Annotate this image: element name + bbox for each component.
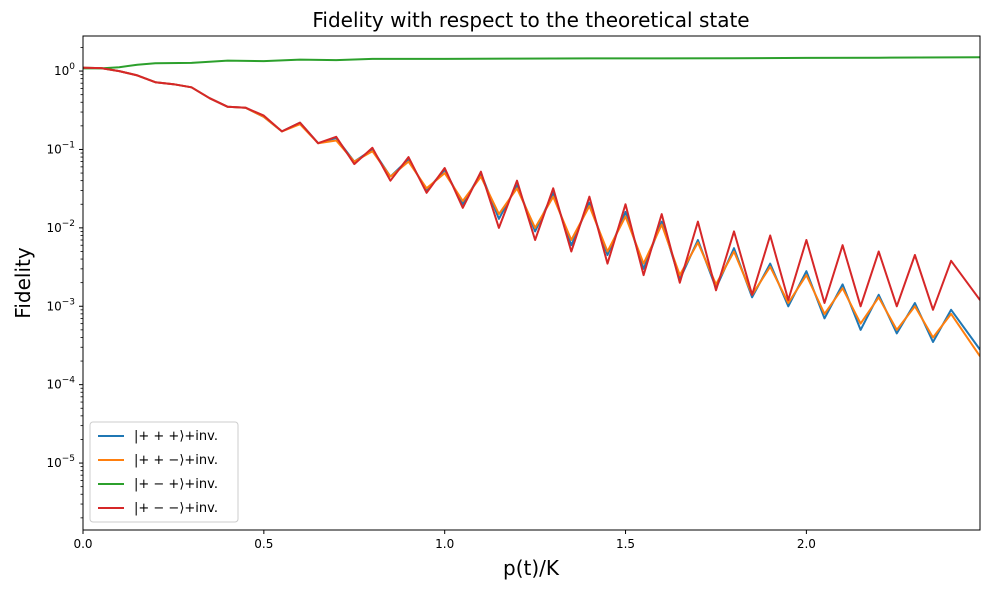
y-tick-label-1: 10−1 (46, 140, 75, 156)
series-line-4 (83, 66, 980, 311)
series-line-2 (83, 66, 980, 357)
legend: |+ + +⟩+inv. |+ + −⟩+inv. |+ − +⟩+inv. |+ −… (89, 421, 239, 523)
chart-title: Fidelity with respect to the theoretical… (312, 8, 749, 32)
y-axis-label: Fidelity (11, 247, 35, 319)
series-line-1 (83, 66, 980, 351)
x-tick-label-3: 1.5 (616, 537, 635, 551)
legend-label-2: |+ + −⟩+inv. (134, 453, 218, 468)
x-tick-label-0: 0.0 (73, 537, 92, 551)
x-tick-label-2: 1.0 (435, 537, 454, 551)
y-tick-label-5: 10−5 (46, 454, 75, 470)
legend-box (89, 421, 239, 523)
x-axis: 0.0 0.5 1.0 1.5 2.0 (73, 530, 816, 551)
y-axis: 100 10−1 10−2 10−3 10−4 10−5 (46, 47, 83, 519)
series-layer (83, 56, 980, 357)
x-tick-label-4: 2.0 (797, 537, 816, 551)
y-tick-label-0: 100 (54, 62, 75, 78)
x-axis-label: p(t)/K (503, 556, 560, 580)
y-tick-label-4: 10−4 (46, 376, 75, 392)
x-tick-label-1: 0.5 (254, 537, 273, 551)
y-tick-label-2: 10−2 (46, 219, 75, 235)
y-tick-label-3: 10−3 (46, 297, 75, 313)
legend-label-1: |+ + +⟩+inv. (134, 429, 218, 444)
series-line-3 (83, 56, 980, 70)
legend-label-4: |+ − −⟩+inv. (134, 501, 218, 516)
legend-label-3: |+ − +⟩+inv. (134, 477, 218, 492)
